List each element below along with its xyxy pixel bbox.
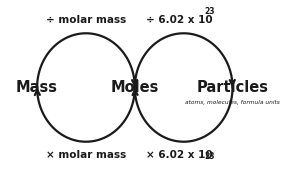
Text: Particles: Particles — [196, 80, 268, 95]
Text: Moles: Moles — [111, 80, 159, 95]
Text: 23: 23 — [205, 152, 215, 161]
Text: atoms, molecules, formula units: atoms, molecules, formula units — [185, 100, 280, 105]
Text: 23: 23 — [205, 7, 215, 16]
Text: × molar mass: × molar mass — [46, 150, 126, 160]
Text: ÷ 6.02 x 10: ÷ 6.02 x 10 — [146, 15, 213, 25]
Text: ÷ molar mass: ÷ molar mass — [46, 15, 126, 25]
Text: Mass: Mass — [16, 80, 58, 95]
Text: × 6.02 x 10: × 6.02 x 10 — [146, 150, 213, 160]
